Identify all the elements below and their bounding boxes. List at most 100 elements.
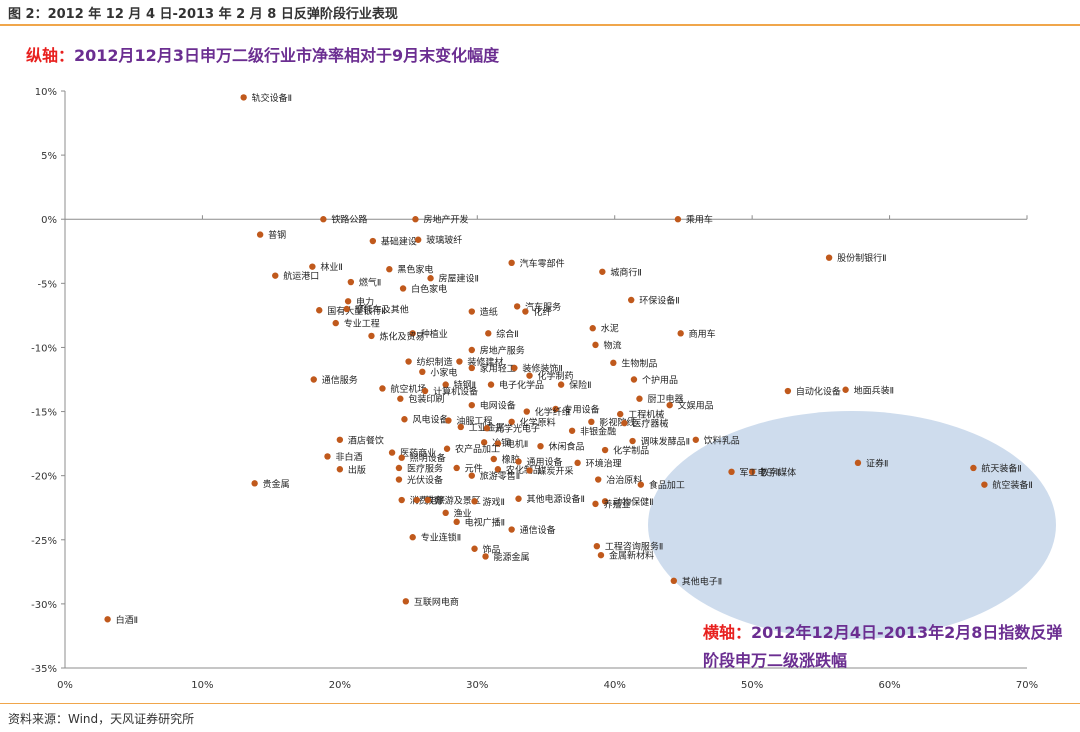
data-point xyxy=(599,268,606,275)
point-label: 林业Ⅱ xyxy=(320,261,342,273)
data-point xyxy=(347,278,355,286)
data-point xyxy=(453,518,460,526)
data-point xyxy=(513,303,521,310)
data-point xyxy=(457,423,464,431)
highlight-ellipse xyxy=(648,411,1056,639)
point-label: 旅游及景区 xyxy=(436,495,481,507)
data-point xyxy=(970,464,977,472)
data-point xyxy=(471,545,478,552)
point-label: 厨卫电器 xyxy=(647,393,683,405)
point-label: 房屋建设Ⅱ xyxy=(439,273,479,285)
point-label: 饮料乳品 xyxy=(704,434,740,446)
y-tick-label: -25% xyxy=(31,536,57,547)
data-point xyxy=(442,509,449,517)
data-point xyxy=(674,216,682,223)
data-point xyxy=(456,358,463,365)
data-point xyxy=(368,332,375,340)
point-label: 电网设备 xyxy=(480,400,516,412)
point-label: 航空装备Ⅱ xyxy=(992,479,1032,491)
data-point xyxy=(468,308,475,315)
point-label: 小家电 xyxy=(430,366,457,378)
data-point xyxy=(981,481,988,488)
point-label: 非白酒 xyxy=(335,451,362,463)
data-point xyxy=(483,425,491,432)
data-point xyxy=(526,467,533,474)
point-label: 休闲食品 xyxy=(549,441,585,453)
data-point xyxy=(670,577,678,585)
data-point xyxy=(508,259,515,267)
point-label: 生物制品 xyxy=(621,357,657,369)
bottom-rule xyxy=(0,703,1080,704)
point-label: 医疗服务 xyxy=(407,462,443,474)
data-point xyxy=(424,496,432,504)
point-label: 自动化设备 xyxy=(796,386,841,398)
data-point xyxy=(324,453,331,460)
data-point xyxy=(399,285,407,292)
point-label: 油服工程 xyxy=(456,415,492,427)
data-point xyxy=(595,476,602,483)
data-point xyxy=(343,305,350,313)
point-label: 计算机设备 xyxy=(433,386,478,398)
point-label: 酒店餐饮 xyxy=(348,434,384,446)
data-point xyxy=(471,498,478,505)
data-point xyxy=(310,376,317,383)
y-tick-label: -15% xyxy=(31,408,57,419)
data-point xyxy=(251,480,258,487)
data-point xyxy=(240,94,247,101)
point-label: 城商行Ⅱ xyxy=(610,266,641,278)
data-point xyxy=(427,275,434,282)
point-label: 特钢Ⅱ xyxy=(454,379,476,391)
point-label: 冶治原料 xyxy=(606,474,642,486)
point-label: 专业工程 xyxy=(344,318,380,330)
y-tick-label: -30% xyxy=(31,600,57,611)
data-point xyxy=(526,372,533,379)
point-label: 专用设备 xyxy=(564,403,600,415)
point-label: 光学光电子 xyxy=(495,423,540,435)
highlight-ellipse-layer xyxy=(648,411,1056,639)
data-point xyxy=(621,419,628,427)
point-label: 环保设备Ⅱ xyxy=(639,295,679,307)
point-label: 股份制银行Ⅱ xyxy=(837,252,886,264)
point-label: 养殖业 xyxy=(603,498,630,510)
data-point xyxy=(414,236,422,243)
data-point xyxy=(508,526,515,533)
data-point xyxy=(409,330,416,337)
data-point xyxy=(386,266,393,273)
point-label: 农化制品 xyxy=(506,464,542,476)
point-label: 金属新材料 xyxy=(609,550,654,562)
data-point xyxy=(487,381,495,388)
data-point xyxy=(601,498,609,505)
data-point xyxy=(748,468,756,476)
point-label: 轨交设备Ⅱ xyxy=(252,92,292,104)
point-label: 保险Ⅱ xyxy=(569,379,591,391)
point-label: 普钢 xyxy=(268,229,286,241)
point-label: 光伏设备 xyxy=(407,474,443,486)
point-label: 水泥 xyxy=(601,323,619,335)
point-label: 化纤 xyxy=(533,306,551,318)
point-label: 造纸 xyxy=(480,306,498,318)
point-label: 渔业 xyxy=(454,508,472,519)
point-label: 煤炭开采 xyxy=(538,465,574,477)
data-point xyxy=(344,298,352,305)
point-label: 动物保健Ⅱ xyxy=(613,496,653,508)
point-label: 房地产开发 xyxy=(423,214,468,226)
data-point xyxy=(453,464,460,472)
point-label: 房地产服务 xyxy=(480,345,525,357)
point-label: 通用设备 xyxy=(527,456,563,468)
point-label: 文娱用品 xyxy=(678,400,714,412)
point-label: 调味发酵品Ⅱ xyxy=(641,436,690,448)
y-axis-caption-key: 纵轴： xyxy=(26,46,75,65)
point-label: 其他电子Ⅱ xyxy=(682,575,722,587)
x-tick-label: 20% xyxy=(329,680,351,691)
data-point xyxy=(320,216,327,223)
data-point xyxy=(610,359,617,367)
point-label: 种植业 xyxy=(421,328,448,340)
x-tick-label: 10% xyxy=(191,680,213,691)
data-point xyxy=(568,427,576,434)
data-point xyxy=(617,410,624,418)
point-label: 旅游零售Ⅱ xyxy=(480,470,520,482)
data-point xyxy=(630,376,638,383)
point-label: 通信设备 xyxy=(520,524,556,536)
point-label: 贵金属 xyxy=(263,478,290,490)
